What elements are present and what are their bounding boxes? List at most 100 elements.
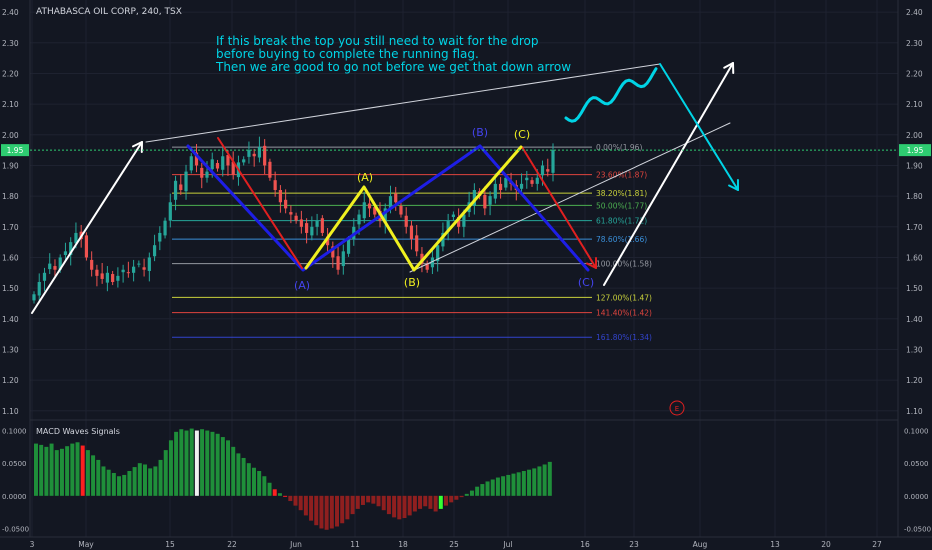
x-tick-label: May (78, 540, 94, 549)
candle-body (367, 203, 372, 209)
macd-bar (39, 444, 44, 496)
macd-bar (329, 495, 334, 529)
candle-body (200, 167, 204, 178)
candle-body (189, 156, 193, 171)
price-candles (32, 136, 555, 304)
macd-bar (200, 429, 205, 496)
macd-bar (537, 466, 542, 496)
macd-bar (511, 473, 516, 496)
macd-bar (355, 495, 360, 509)
candle-body (315, 220, 319, 227)
y-tick-label-left: 1.30 (2, 345, 19, 354)
y-tick-label-right: 1.60 (906, 253, 923, 262)
macd-bar (345, 495, 350, 520)
candle-body (210, 159, 214, 170)
fib-level-label: 127.00%(1.47) (596, 293, 652, 302)
candle-body (493, 183, 497, 199)
price-axes: 2.40 2.40 2.30 2.30 2.20 2.20 2.10 2.10 2.00 2.00… (1, 0, 931, 537)
macd-bar (418, 495, 423, 509)
macd-bar (423, 495, 428, 507)
candle-body (179, 184, 183, 190)
macd-bar (438, 495, 443, 509)
candle-body (530, 180, 534, 184)
fib-level-label: 141.40%(1.42) (596, 309, 652, 318)
red-down-arrow-1 (217, 137, 303, 269)
macd-bar (49, 443, 54, 496)
y-tick-label-left: 1.40 (2, 315, 19, 324)
candle-body (90, 259, 94, 270)
y-tick-label-left: 1.60 (2, 253, 19, 262)
macd-bar (132, 467, 137, 496)
macd-bar (267, 482, 272, 496)
macd-bar (464, 493, 469, 496)
cyan-down-arrowhead (728, 179, 739, 191)
macd-bar (137, 463, 142, 496)
macd-bar (251, 467, 256, 496)
x-tick-label: Aug (693, 540, 708, 549)
candle-body (388, 196, 393, 209)
candle-body (320, 218, 324, 233)
macd-bar (480, 484, 485, 496)
macd-bar (117, 476, 122, 496)
candle-body (362, 202, 366, 219)
macd-bar (194, 430, 199, 496)
fib-level-label: 61.80%(1.72) (596, 217, 647, 226)
candle-body (152, 245, 157, 257)
price-grid (30, 0, 898, 537)
red-down-arrowhead (586, 257, 598, 269)
macd-bar (547, 461, 552, 496)
macd-bar (158, 459, 163, 496)
macd-bar (433, 495, 438, 512)
fib-level-label: 100.00%(1.58) (596, 260, 652, 269)
macd-bar (366, 495, 371, 503)
candle-body (37, 282, 41, 296)
macd-bar (340, 495, 345, 524)
fib-level-label: 161.80%(1.34) (596, 333, 652, 342)
candle-body (409, 225, 414, 240)
macd-bar (521, 471, 526, 496)
y-tick-label-right: 2.00 (906, 131, 923, 140)
y-tick-label-left: 2.30 (2, 39, 19, 48)
wave-label: (C) (578, 276, 594, 289)
macd-bar (189, 428, 194, 496)
candle-body (457, 216, 461, 227)
macd-bar (495, 477, 500, 496)
macd-y-tick-left: 0.0500 (2, 460, 27, 468)
candle-body (32, 294, 36, 301)
macd-y-tick-right: 0.0000 (904, 493, 929, 501)
flagpole-up-arrow (31, 141, 143, 314)
candle-body (284, 199, 288, 209)
candle-body (58, 257, 62, 270)
macd-y-tick-right: 0.0500 (904, 460, 929, 468)
candle-body (100, 273, 104, 279)
macd-bar (148, 468, 153, 496)
x-tick-label: 22 (227, 540, 237, 549)
flagpole-up-arrowhead (131, 141, 143, 153)
candle-body (441, 232, 445, 247)
macd-panel: 0.1000 0.1000 0.0500 0.0500 0.0000 0.0000 -0.0… (2, 428, 931, 534)
candle-body (519, 183, 524, 189)
y-tick-label-left: 2.40 (2, 8, 19, 17)
fib-level-label: 78.60%(1.66) (596, 235, 647, 244)
candle-body (399, 205, 403, 215)
macd-bar (402, 495, 407, 519)
macd-bar (319, 495, 324, 529)
macd-bar (303, 495, 308, 516)
macd-bar (412, 495, 417, 512)
macd-bar (101, 466, 106, 496)
macd-bar (163, 450, 168, 496)
macd-bar (527, 469, 532, 496)
macd-bar (283, 495, 288, 497)
candle-body (331, 246, 335, 258)
candle-body (310, 226, 314, 236)
candle-body (194, 152, 199, 166)
x-tick-label: Jul (502, 540, 512, 549)
candle-body (63, 251, 68, 256)
cyan-down-arrow (659, 63, 739, 191)
candle-body (205, 171, 209, 178)
time-axis: 3 May 15 22 Jun 11 18 25 Jul 16 23 Aug 13 20 27 (0, 536, 932, 549)
candle-body (48, 263, 52, 270)
macd-bar (277, 493, 282, 496)
